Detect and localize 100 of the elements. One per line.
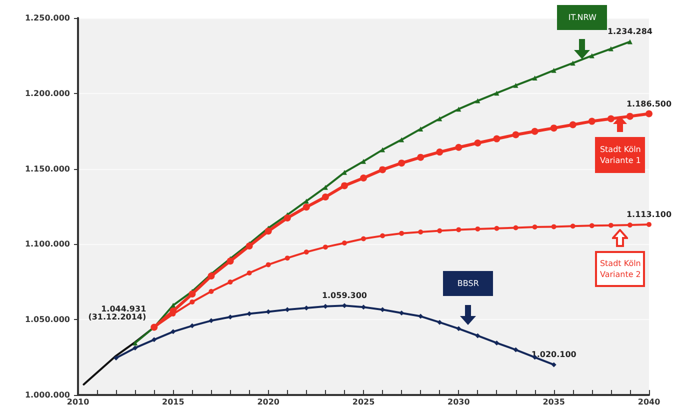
point [304, 198, 309, 204]
point [340, 182, 348, 190]
point [475, 226, 480, 232]
point [398, 160, 406, 167]
point [494, 90, 500, 96]
point [208, 272, 215, 280]
point [627, 222, 632, 228]
point [589, 53, 594, 58]
point [152, 337, 157, 342]
point [589, 223, 594, 228]
point [190, 299, 195, 304]
point [361, 236, 366, 242]
point [380, 233, 386, 238]
point [475, 98, 480, 104]
point [551, 68, 556, 73]
point [456, 326, 462, 332]
point [228, 314, 233, 320]
point [246, 270, 252, 276]
point [570, 60, 576, 66]
point [360, 174, 367, 182]
point [494, 226, 500, 231]
point [418, 126, 424, 132]
annotation: 1.044.931 (31.12.2014) [88, 304, 147, 322]
point [532, 76, 538, 81]
point [304, 250, 309, 255]
point [190, 323, 195, 328]
point [208, 318, 214, 324]
point [132, 345, 138, 350]
annotation: 1.020.100 [531, 350, 577, 360]
point [437, 116, 442, 122]
point [114, 356, 119, 361]
point [399, 137, 404, 142]
x-tick-label: 2010 [66, 398, 90, 406]
point [456, 227, 462, 232]
point [302, 204, 310, 211]
point [399, 230, 404, 236]
x-tick-label: 2015 [162, 398, 185, 406]
annotation: 1.234.284 [607, 27, 653, 36]
text: IT.NRW [557, 5, 608, 30]
point [132, 340, 138, 346]
point [550, 124, 558, 132]
y-tick-label: 1.250.000 [24, 14, 70, 22]
point [284, 214, 291, 222]
x-tick-label: 2040 [638, 398, 661, 406]
point [531, 128, 538, 135]
text: Stadt Köln Variante 2 [595, 251, 646, 288]
point [361, 158, 366, 164]
point [418, 314, 424, 319]
point [379, 166, 386, 174]
x-tick-label: 2025 [352, 398, 376, 406]
point [264, 228, 272, 235]
point [569, 121, 576, 128]
point [493, 135, 500, 142]
point [208, 288, 214, 294]
y-tick-label: 1.050.000 [24, 315, 70, 324]
point [532, 224, 538, 230]
y-tick-label: 1.200.000 [24, 88, 70, 98]
point [608, 222, 614, 228]
point [455, 144, 462, 151]
point [456, 106, 462, 112]
point [246, 242, 253, 250]
point [512, 131, 520, 138]
text: Stadt Köln Variante 1 [595, 136, 646, 173]
point [418, 229, 424, 234]
text: BBSR [443, 270, 494, 296]
x-tick-label: 2035 [542, 398, 566, 406]
x-tick-label: 2020 [257, 398, 280, 406]
point [226, 258, 234, 265]
point [475, 333, 480, 338]
point [342, 240, 347, 246]
point [513, 225, 518, 230]
point [474, 140, 482, 147]
y-tick-label: 1.150.000 [24, 164, 70, 174]
x-tick-label: 2030 [448, 398, 470, 406]
point [551, 362, 556, 368]
y-tick-label: 1.100.000 [24, 240, 70, 249]
point [646, 110, 652, 118]
annotation: 1.113.100 [626, 210, 672, 219]
point [170, 302, 176, 308]
point [607, 115, 614, 122]
point [436, 148, 444, 156]
point [513, 82, 518, 88]
point [228, 280, 233, 285]
point [380, 147, 386, 152]
point [437, 228, 442, 234]
point [322, 194, 329, 200]
point [608, 46, 614, 52]
point [588, 118, 596, 125]
point [513, 347, 518, 352]
point [361, 304, 366, 310]
point [570, 224, 576, 229]
annotation: 1.186.500 [626, 99, 672, 108]
point [437, 320, 442, 325]
point [188, 290, 196, 298]
point [626, 112, 634, 120]
point [494, 340, 500, 346]
y-tick-label: 1.000.000 [24, 390, 70, 400]
point [417, 154, 424, 161]
point [266, 262, 271, 268]
point [646, 222, 652, 227]
